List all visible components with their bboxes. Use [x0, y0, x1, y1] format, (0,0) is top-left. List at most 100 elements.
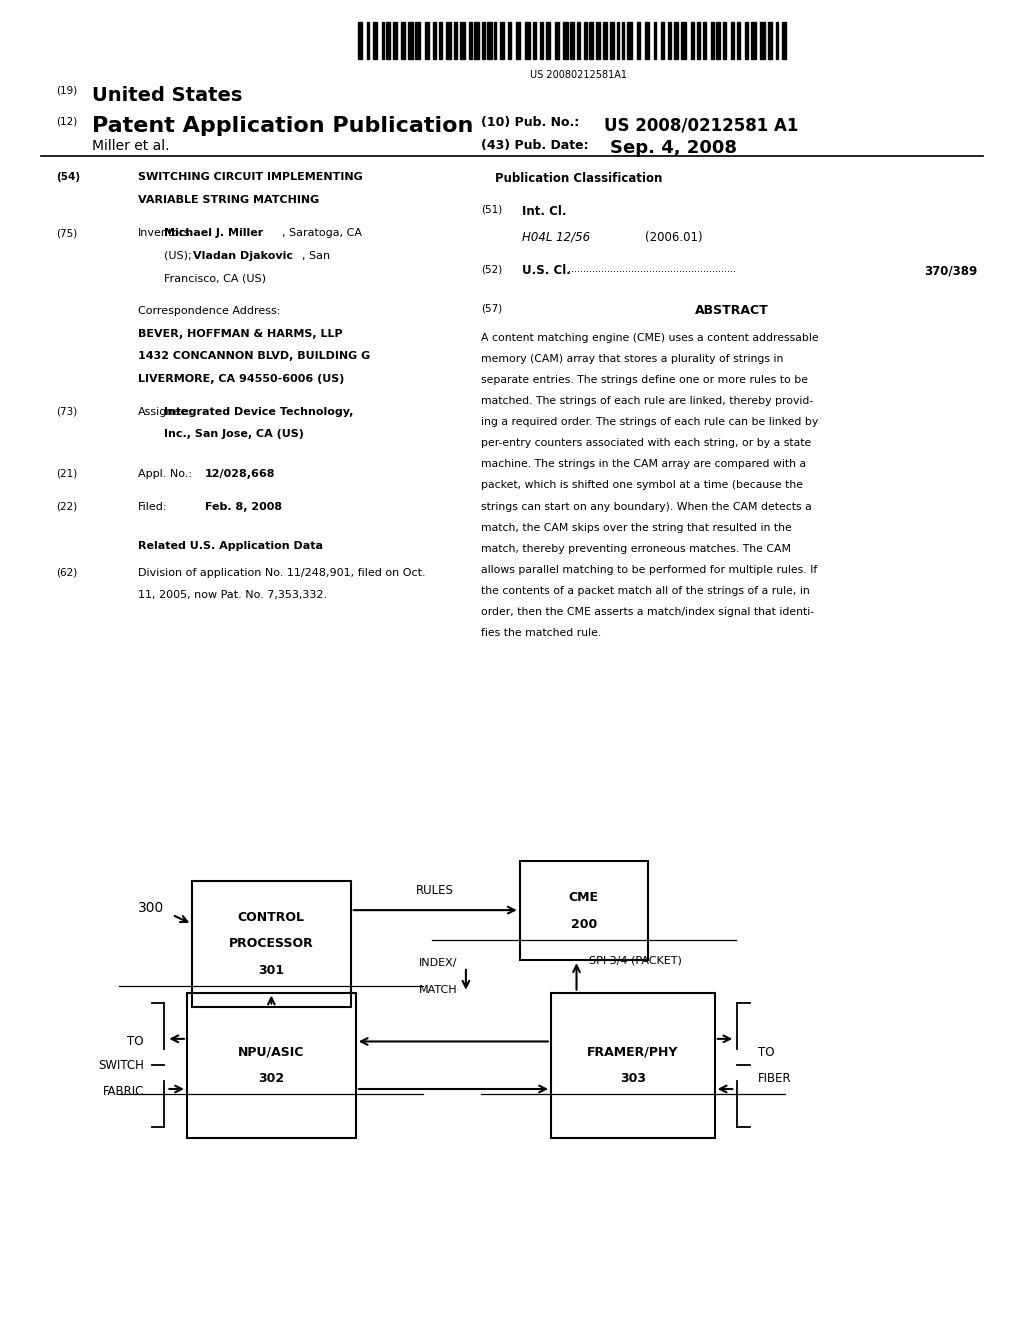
Text: Miller et al.: Miller et al. [92, 139, 170, 153]
Text: memory (CAM) array that stores a plurality of strings in: memory (CAM) array that stores a plurali… [481, 354, 783, 364]
Text: 12/028,668: 12/028,668 [205, 469, 275, 479]
Text: NPU/ASIC: NPU/ASIC [239, 1045, 304, 1059]
Text: CONTROL: CONTROL [238, 911, 305, 924]
Text: Related U.S. Application Data: Related U.S. Application Data [138, 541, 324, 552]
Text: ABSTRACT: ABSTRACT [695, 304, 769, 317]
Text: (43) Pub. Date:: (43) Pub. Date: [481, 139, 589, 152]
Bar [760, 22, 765, 59]
Text: , Saratoga, CA: , Saratoga, CA [282, 228, 361, 239]
Text: FRAMER/PHY: FRAMER/PHY [587, 1045, 679, 1059]
Bar [570, 22, 574, 59]
Text: FIBER: FIBER [758, 1072, 792, 1085]
Text: 300: 300 [138, 902, 165, 915]
Text: BEVER, HOFFMAN & HARMS, LLP: BEVER, HOFFMAN & HARMS, LLP [138, 329, 343, 339]
Text: Assignee:: Assignee: [138, 407, 193, 417]
Text: Inc., San Jose, CA (US): Inc., San Jose, CA (US) [164, 429, 304, 440]
Text: ing a required order. The strings of each rule can be linked by: ing a required order. The strings of eac… [481, 417, 818, 428]
Bar [358, 22, 362, 59]
Bar [494, 22, 497, 59]
Bar [596, 22, 600, 59]
Text: Appl. No.:: Appl. No.: [138, 469, 193, 479]
Text: Vladan Djakovic: Vladan Djakovic [193, 251, 293, 261]
Text: SPI 3/4 (PACKET): SPI 3/4 (PACKET) [589, 956, 682, 966]
Bar [585, 22, 587, 59]
Text: Division of application No. 11/248,901, filed on Oct.: Division of application No. 11/248,901, … [138, 568, 426, 578]
Text: RULES: RULES [417, 884, 454, 898]
Bar [690, 22, 693, 59]
Text: (10) Pub. No.:: (10) Pub. No.: [481, 116, 580, 129]
Bar [409, 22, 413, 59]
Text: 11, 2005, now Pat. No. 7,353,332.: 11, 2005, now Pat. No. 7,353,332. [138, 590, 328, 601]
Bar [474, 22, 478, 59]
Text: (73): (73) [56, 407, 78, 417]
Bar [454, 22, 457, 59]
Bar [367, 22, 370, 59]
Text: (12): (12) [56, 116, 78, 127]
Bar [534, 22, 537, 59]
Text: PROCESSOR: PROCESSOR [229, 937, 313, 950]
Bar [628, 22, 632, 59]
Bar [446, 22, 451, 59]
Text: ........................................................: ........................................… [568, 264, 736, 275]
Text: strings can start on any boundary). When the CAM detects a: strings can start on any boundary). When… [481, 502, 812, 512]
Bar [711, 22, 714, 59]
Bar [508, 22, 511, 59]
Bar [481, 22, 484, 59]
Text: INDEX/: INDEX/ [419, 958, 458, 969]
Bar [645, 22, 649, 59]
Bar [752, 22, 756, 59]
Bar [669, 22, 672, 59]
Bar [382, 22, 384, 59]
Text: SWITCH: SWITCH [98, 1059, 143, 1072]
Text: 1432 CONCANNON BLVD, BUILDING G: 1432 CONCANNON BLVD, BUILDING G [138, 351, 371, 362]
Bar [519, 861, 647, 961]
Bar [547, 22, 550, 59]
Text: per-entry counters associated with each string, or by a state: per-entry counters associated with each … [481, 438, 812, 449]
Bar [744, 22, 748, 59]
Text: (52): (52) [481, 264, 503, 275]
Bar [616, 22, 618, 59]
Bar [696, 22, 699, 59]
Text: (21): (21) [56, 469, 78, 479]
Text: 370/389: 370/389 [925, 264, 978, 277]
Text: fies the matched rule.: fies the matched rule. [481, 628, 601, 639]
Bar [400, 22, 404, 59]
Text: Integrated Device Technology,: Integrated Device Technology, [164, 407, 353, 417]
Bar [637, 22, 640, 59]
Text: 303: 303 [620, 1072, 646, 1085]
Text: 302: 302 [258, 1072, 285, 1085]
Bar [540, 22, 544, 59]
Text: (75): (75) [56, 228, 78, 239]
Text: match, the CAM skips over the string that resulted in the: match, the CAM skips over the string tha… [481, 523, 792, 533]
Bar [776, 22, 778, 59]
Bar [563, 22, 568, 59]
Text: separate entries. The strings define one or more rules to be: separate entries. The strings define one… [481, 375, 808, 385]
Text: (57): (57) [481, 304, 503, 314]
Text: order, then the CME asserts a match/index signal that identi-: order, then the CME asserts a match/inde… [481, 607, 814, 618]
Text: Int. Cl.: Int. Cl. [522, 205, 566, 218]
Bar [660, 22, 665, 59]
Text: TO: TO [127, 1035, 143, 1048]
Text: (22): (22) [56, 502, 78, 512]
Text: VARIABLE STRING MATCHING: VARIABLE STRING MATCHING [138, 195, 319, 206]
Text: matched. The strings of each rule are linked, thereby provid-: matched. The strings of each rule are li… [481, 396, 813, 407]
Text: US 2008/0212581 A1: US 2008/0212581 A1 [604, 116, 799, 135]
Bar [551, 993, 715, 1138]
Bar [386, 22, 390, 59]
Bar [603, 22, 607, 59]
Bar [702, 22, 706, 59]
Bar [622, 22, 625, 59]
Bar [433, 22, 436, 59]
Text: Inventors:: Inventors: [138, 228, 195, 239]
Text: Patent Application Publication: Patent Application Publication [92, 116, 473, 136]
Bar [438, 22, 441, 59]
Bar [460, 22, 465, 59]
Text: Correspondence Address:: Correspondence Address: [138, 306, 281, 317]
Text: US 20080212581A1: US 20080212581A1 [530, 70, 627, 81]
Text: (US);: (US); [164, 251, 195, 261]
Bar [653, 22, 656, 59]
Text: match, thereby preventing erroneous matches. The CAM: match, thereby preventing erroneous matc… [481, 544, 792, 554]
Bar [193, 882, 350, 1006]
Text: LIVERMORE, CA 94550-6006 (US): LIVERMORE, CA 94550-6006 (US) [138, 374, 345, 384]
Text: Filed:: Filed: [138, 502, 168, 512]
